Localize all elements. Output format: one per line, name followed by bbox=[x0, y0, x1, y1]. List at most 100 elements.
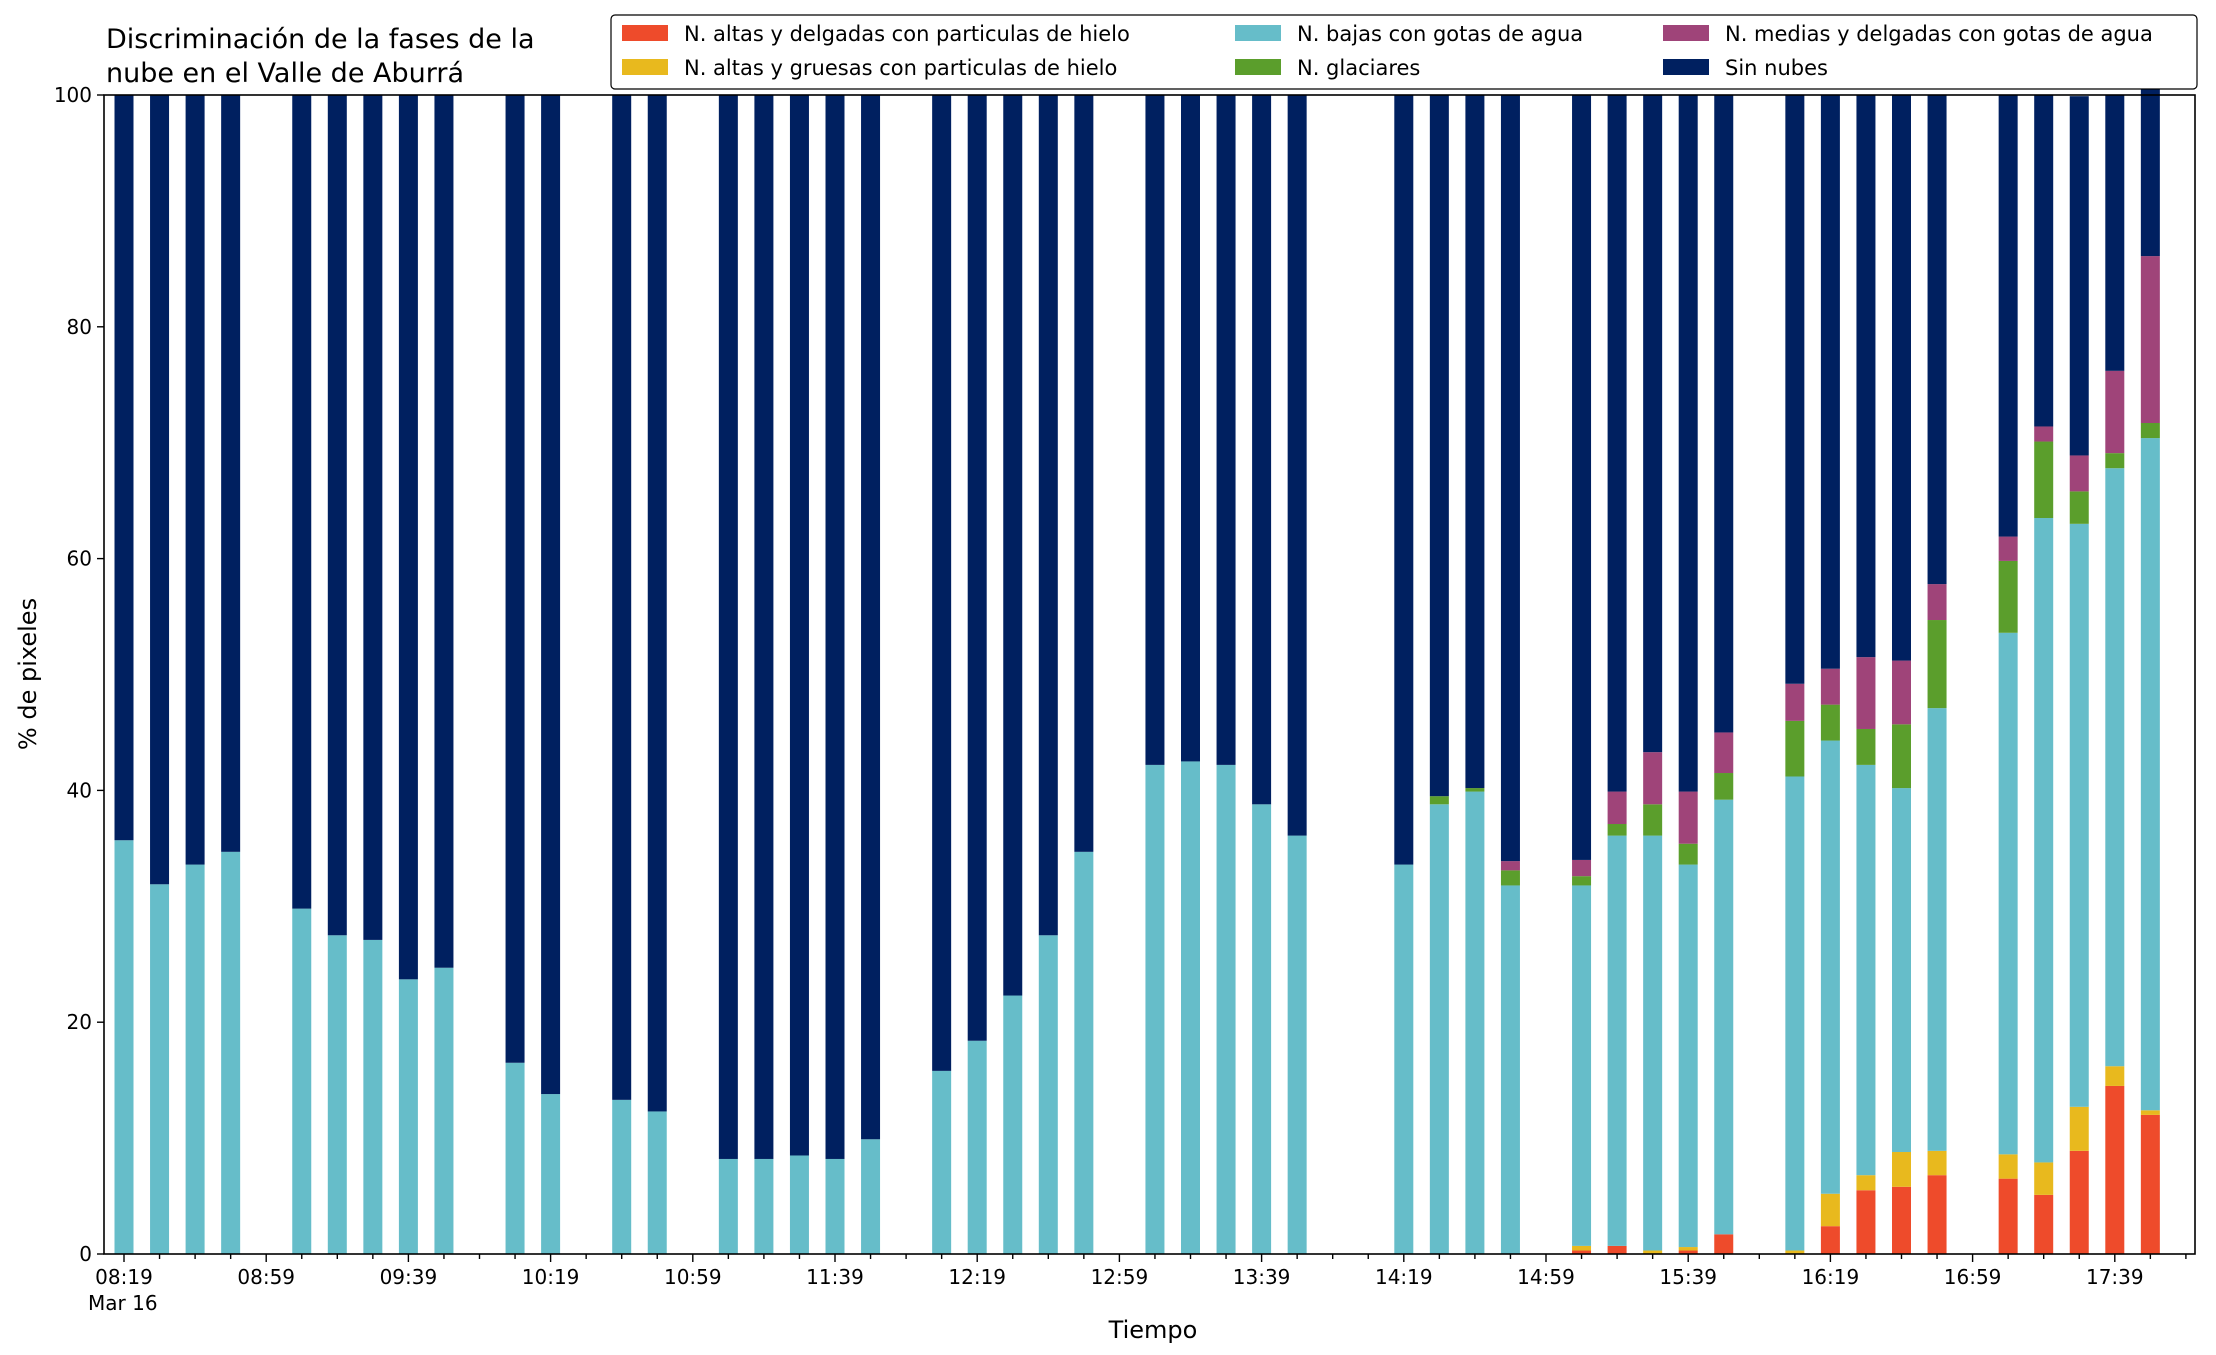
bar-segment-2-38 bbox=[1820, 740, 1840, 1194]
bar-segment-5-43 bbox=[2034, 95, 2054, 427]
bar-segment-0-43 bbox=[2034, 1194, 2054, 1254]
bar-segment-2-36 bbox=[1714, 799, 1734, 1235]
y-tick-label: 20 bbox=[67, 1010, 92, 1034]
bar-segment-5-10 bbox=[541, 95, 561, 1095]
bar-segment-0-40 bbox=[1892, 1186, 1911, 1254]
bar-segment-5-12 bbox=[647, 95, 667, 1112]
bar-segment-3-33 bbox=[1607, 824, 1627, 836]
bar-segment-3-46 bbox=[2140, 423, 2160, 439]
y-tick-label: 0 bbox=[79, 1242, 92, 1266]
bar-segment-2-35 bbox=[1678, 864, 1698, 1248]
bar-segment-5-15 bbox=[789, 95, 809, 1156]
bar-segment-2-25 bbox=[1216, 764, 1236, 1254]
bar-segment-4-43 bbox=[2034, 426, 2054, 442]
bar-segment-5-41 bbox=[1927, 95, 1947, 585]
x-axis: 08:19 08:59 09:39 10:19 10:59 11:39 12:19 12:59… bbox=[88, 1254, 2187, 1315]
bar-segment-2-1 bbox=[150, 884, 170, 1254]
bar-segment-2-19 bbox=[967, 1040, 987, 1254]
x-tick-label: 10:59 bbox=[664, 1265, 722, 1289]
bar-segment-2-8 bbox=[434, 967, 454, 1254]
bar-segment-0-45 bbox=[2105, 1085, 2125, 1254]
bar-segment-5-24 bbox=[1181, 95, 1200, 762]
bar-segment-5-26 bbox=[1252, 95, 1272, 805]
bar-segment-5-27 bbox=[1287, 95, 1307, 836]
bar-segment-2-10 bbox=[541, 1094, 561, 1254]
bar-segment-2-13 bbox=[718, 1158, 738, 1254]
y-tick-label: 60 bbox=[67, 547, 92, 571]
bar-segment-1-41 bbox=[1927, 1150, 1947, 1176]
x-tick-label: 17:39 bbox=[2086, 1265, 2144, 1289]
bar-segment-4-42 bbox=[1998, 536, 2018, 561]
bar-segment-0-32 bbox=[1572, 1250, 1592, 1254]
legend-swatch-2 bbox=[1235, 25, 1281, 41]
bar-segment-2-0 bbox=[114, 840, 134, 1254]
bar-segment-3-42 bbox=[1998, 560, 2018, 633]
bar-segment-1-35 bbox=[1678, 1247, 1698, 1251]
bar-segment-2-43 bbox=[2034, 518, 2054, 1163]
x-tick-label: 08:19 bbox=[95, 1265, 153, 1289]
x-tick-label: 16:59 bbox=[1944, 1265, 2002, 1289]
bar-segment-3-31 bbox=[1500, 870, 1520, 886]
bar-segment-2-46 bbox=[2140, 438, 2160, 1111]
bar-segment-2-26 bbox=[1252, 804, 1272, 1254]
bar-segment-5-33 bbox=[1607, 95, 1627, 792]
bar-segment-3-29 bbox=[1429, 796, 1449, 805]
x-tick-label: 09:39 bbox=[380, 1265, 438, 1289]
bar-segment-5-3 bbox=[221, 95, 241, 852]
bar-segment-0-46 bbox=[2140, 1114, 2160, 1254]
bar-segment-5-20 bbox=[1003, 95, 1023, 996]
bar-segment-4-32 bbox=[1572, 859, 1592, 877]
bar-segment-4-34 bbox=[1643, 752, 1663, 805]
bar-segment-4-38 bbox=[1820, 668, 1840, 705]
bar-segment-5-18 bbox=[932, 95, 952, 1071]
bar-segment-5-13 bbox=[718, 95, 738, 1159]
bar-segment-2-4 bbox=[292, 908, 312, 1254]
bar-segment-3-32 bbox=[1572, 876, 1592, 886]
legend-swatch-5 bbox=[1663, 59, 1709, 75]
bar-segment-5-28 bbox=[1394, 95, 1414, 865]
bar-segment-0-38 bbox=[1820, 1226, 1840, 1254]
x-tick-label: 14:19 bbox=[1375, 1265, 1433, 1289]
bar-segment-3-41 bbox=[1927, 620, 1947, 709]
x-tick-label: 10:19 bbox=[522, 1265, 580, 1289]
bar-segment-5-45 bbox=[2105, 95, 2125, 371]
bar-segment-5-22 bbox=[1074, 95, 1094, 852]
bar-segment-2-21 bbox=[1038, 935, 1058, 1254]
bar-segment-5-30 bbox=[1465, 95, 1485, 789]
bar-segment-5-31 bbox=[1500, 95, 1520, 862]
legend-label-1: N. altas y gruesas con particulas de hie… bbox=[684, 56, 1117, 80]
bar-segment-2-40 bbox=[1892, 788, 1911, 1153]
bar-segment-2-11 bbox=[612, 1099, 632, 1254]
bar-segment-5-1 bbox=[150, 95, 170, 885]
bar-segment-2-29 bbox=[1429, 804, 1449, 1254]
bar-segment-0-41 bbox=[1927, 1175, 1947, 1254]
bar-segment-2-15 bbox=[789, 1155, 809, 1254]
legend-label-3: N. glaciares bbox=[1297, 56, 1420, 80]
bar-segment-4-31 bbox=[1500, 861, 1520, 871]
bar-segment-5-42 bbox=[1998, 95, 2018, 537]
bar-segment-1-44 bbox=[2069, 1106, 2089, 1151]
bars-group bbox=[114, 82, 2160, 1254]
bar-segment-0-33 bbox=[1607, 1245, 1627, 1254]
bar-segment-2-7 bbox=[398, 979, 418, 1254]
bar-segment-4-35 bbox=[1678, 791, 1698, 844]
bar-segment-2-5 bbox=[327, 935, 347, 1254]
bar-segment-4-45 bbox=[2105, 370, 2125, 454]
bar-segment-5-32 bbox=[1572, 95, 1592, 860]
bar-segment-5-16 bbox=[825, 95, 845, 1159]
bar-segment-2-6 bbox=[363, 939, 383, 1254]
bar-segment-5-36 bbox=[1714, 95, 1734, 733]
bar-segment-5-29 bbox=[1429, 95, 1449, 797]
bar-segment-4-40 bbox=[1892, 660, 1911, 725]
bar-segment-2-24 bbox=[1181, 761, 1200, 1254]
bar-segment-3-43 bbox=[2034, 441, 2054, 519]
y-tick-label: 80 bbox=[67, 315, 92, 339]
bar-segment-5-34 bbox=[1643, 95, 1663, 753]
bar-segment-5-40 bbox=[1892, 95, 1911, 661]
x-tick-label: 08:59 bbox=[237, 1265, 295, 1289]
x-tick-label: 12:19 bbox=[948, 1265, 1006, 1289]
bar-segment-5-11 bbox=[612, 95, 632, 1100]
bar-segment-5-37 bbox=[1785, 95, 1805, 684]
bar-segment-0-35 bbox=[1678, 1250, 1698, 1254]
bar-segment-1-46 bbox=[2140, 1110, 2160, 1115]
